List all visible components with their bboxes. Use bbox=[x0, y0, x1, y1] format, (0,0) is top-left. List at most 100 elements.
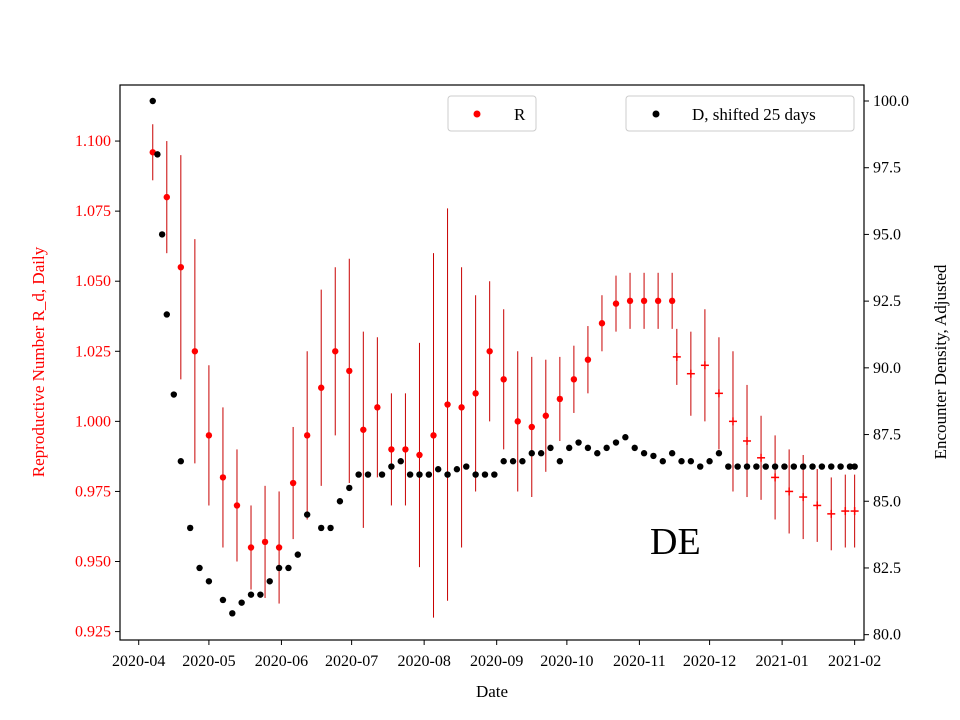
x-tick-label: 2020-11 bbox=[613, 653, 666, 670]
d-point bbox=[364, 471, 372, 478]
d-point bbox=[463, 463, 470, 470]
d-point bbox=[154, 151, 161, 158]
d-point bbox=[678, 458, 685, 465]
d-point bbox=[406, 471, 414, 478]
chart-marks bbox=[149, 97, 859, 617]
r-point bbox=[416, 451, 423, 459]
d-point bbox=[659, 458, 666, 465]
d-point bbox=[594, 450, 601, 457]
d-point bbox=[828, 463, 835, 470]
d-point bbox=[706, 458, 713, 465]
r-forecast-point bbox=[813, 501, 822, 510]
d-point bbox=[177, 458, 185, 465]
r-point bbox=[654, 297, 662, 305]
r-point bbox=[205, 432, 213, 439]
d-point bbox=[575, 439, 582, 446]
d-point bbox=[851, 463, 858, 470]
legend-d-marker bbox=[652, 110, 660, 118]
d-point bbox=[327, 524, 334, 532]
country-annotation: DE bbox=[650, 521, 701, 563]
left-y-tick-label: 1.000 bbox=[75, 413, 111, 430]
d-point bbox=[491, 471, 498, 478]
r-point bbox=[402, 446, 409, 453]
r-point bbox=[275, 544, 283, 551]
d-point bbox=[818, 463, 826, 470]
r-point bbox=[458, 404, 465, 411]
d-point bbox=[294, 551, 302, 558]
r-point bbox=[444, 401, 451, 408]
d-point bbox=[266, 578, 273, 585]
r-point bbox=[486, 348, 493, 355]
d-point bbox=[346, 484, 353, 492]
d-point bbox=[612, 439, 620, 446]
d-point bbox=[196, 564, 203, 572]
r-point bbox=[318, 384, 325, 391]
left-y-tick-label: 0.975 bbox=[75, 483, 111, 500]
r-point bbox=[388, 446, 395, 453]
d-point bbox=[631, 444, 638, 452]
left-y-tick-label: 1.025 bbox=[75, 343, 111, 360]
right-y-tick-label: 97.5 bbox=[873, 160, 901, 177]
r-point bbox=[584, 356, 592, 363]
d-point bbox=[725, 463, 732, 470]
right-y-tick-label: 90.0 bbox=[873, 360, 901, 377]
d-point bbox=[425, 471, 433, 478]
d-point bbox=[734, 463, 741, 470]
x-axis-label: Date bbox=[476, 682, 508, 701]
d-point bbox=[163, 311, 170, 318]
right-y-tick-label: 82.5 bbox=[873, 560, 901, 577]
d-point bbox=[275, 564, 283, 572]
legend-r-marker bbox=[473, 110, 481, 118]
d-point bbox=[229, 610, 236, 617]
right-y-tick-label: 92.5 bbox=[873, 293, 901, 310]
x-tick-label: 2020-08 bbox=[397, 653, 450, 670]
x-axis: 2020-04 2020-05 2020-06 2020-07 2020-08 2020-… bbox=[112, 640, 881, 670]
left-y-tick-label: 1.075 bbox=[75, 203, 111, 220]
d-point bbox=[149, 97, 156, 105]
r-forecast-point bbox=[672, 352, 681, 361]
d-point bbox=[697, 463, 704, 470]
r-forecast-point bbox=[714, 389, 723, 398]
r-point bbox=[570, 376, 578, 383]
r-point bbox=[191, 348, 199, 355]
d-point bbox=[537, 450, 545, 457]
d-point bbox=[715, 450, 723, 457]
r-forecast-point bbox=[841, 507, 850, 516]
right-y-tick-label: 100.0 bbox=[873, 93, 909, 110]
d-point bbox=[238, 599, 245, 606]
x-tick-label: 2021-02 bbox=[828, 653, 881, 670]
r-forecast-point bbox=[827, 509, 836, 518]
d-point bbox=[799, 463, 807, 470]
d-point bbox=[170, 391, 178, 398]
d-point bbox=[453, 466, 461, 473]
x-tick-label: 2021-01 bbox=[755, 653, 808, 670]
d-point bbox=[781, 463, 788, 470]
d-point bbox=[743, 463, 751, 470]
d-point bbox=[668, 450, 676, 457]
r-forecast-point bbox=[686, 369, 695, 378]
r-point bbox=[247, 544, 255, 551]
r-forecast-point bbox=[728, 417, 737, 426]
left-y-tick-label: 1.050 bbox=[75, 273, 111, 290]
r-point bbox=[528, 423, 535, 431]
right-y-tick-label: 80.0 bbox=[873, 627, 901, 644]
d-point bbox=[547, 444, 554, 452]
legend-r-box bbox=[447, 95, 537, 132]
d-point bbox=[247, 591, 255, 598]
left-y-tick-label: 1.100 bbox=[75, 133, 111, 150]
r-point bbox=[626, 297, 634, 305]
right-y-tick-label: 95.0 bbox=[873, 226, 901, 243]
d-point bbox=[500, 458, 507, 465]
x-tick-label: 2020-05 bbox=[182, 653, 235, 670]
x-tick-label: 2020-12 bbox=[683, 653, 736, 670]
d-point bbox=[528, 450, 535, 457]
right-y-tick-label: 85.0 bbox=[873, 493, 901, 510]
r-point bbox=[163, 193, 170, 201]
d-point bbox=[336, 498, 344, 505]
plot-frame bbox=[119, 84, 865, 641]
d-point bbox=[205, 578, 213, 585]
r-forecast-point bbox=[757, 453, 766, 462]
right-y-axis-label: Encounter Density, Adjusted bbox=[931, 264, 950, 459]
d-point bbox=[837, 463, 844, 470]
d-point bbox=[219, 596, 227, 604]
